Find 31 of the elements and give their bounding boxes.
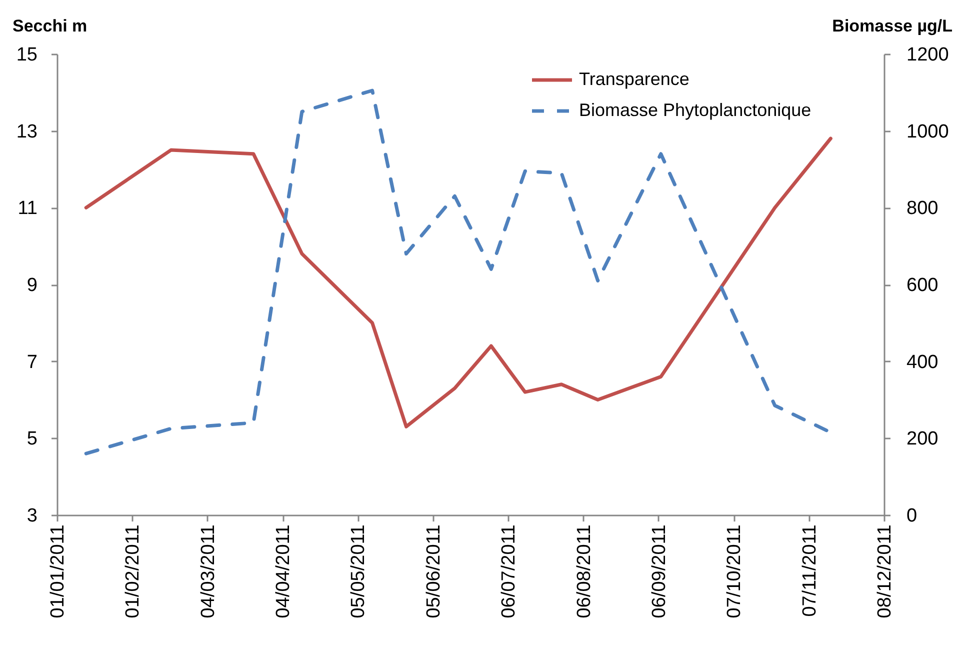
y2-tick-label: 1000 (906, 121, 949, 142)
y2-axis-title: Biomasse µg/L (832, 16, 952, 36)
y2-tick-label: 0 (906, 506, 918, 526)
y-tick-label: 5 (26, 428, 38, 450)
y-tick-label: 11 (18, 198, 38, 220)
y-tick-label: 13 (16, 121, 38, 142)
y-tick-label: 9 (26, 275, 38, 296)
y-tick-label: 15 (16, 44, 38, 66)
y2-tick-label: 1200 (906, 44, 949, 66)
y-tick-label: 3 (26, 506, 38, 526)
x-tick-label: 01/02/2011 (122, 524, 144, 618)
x-tick-label: 07/10/2011 (724, 524, 746, 618)
x-tick-label: 04/03/2011 (198, 524, 219, 618)
x-tick-label: 04/04/2011 (273, 524, 294, 618)
y-tick-label: 7 (26, 352, 38, 373)
line-series (84, 136, 832, 428)
x-tick-label: 08/12/2011 (874, 524, 896, 618)
x-tick-label: 05/05/2011 (348, 524, 370, 618)
y2-tick-label: 800 (906, 198, 938, 220)
x-tick-label: 06/08/2011 (574, 524, 595, 618)
y2-tick-label: 200 (906, 428, 938, 450)
x-tick-label: 06/09/2011 (648, 524, 670, 618)
x-tick-label: 07/11/2011 (799, 524, 820, 617)
x-tick-label: 06/07/2011 (498, 524, 520, 618)
x-tick-label: 05/06/2011 (423, 524, 444, 618)
y2-tick-label: 400 (906, 352, 938, 373)
legend-label: Biomasse Phytoplanctonique (579, 100, 812, 120)
legend-label: Transparence (579, 69, 690, 89)
x-tick-label: 01/01/2011 (48, 524, 68, 618)
y2-tick-label: 600 (906, 275, 938, 296)
y-axis-title: Secchi m (12, 16, 88, 36)
